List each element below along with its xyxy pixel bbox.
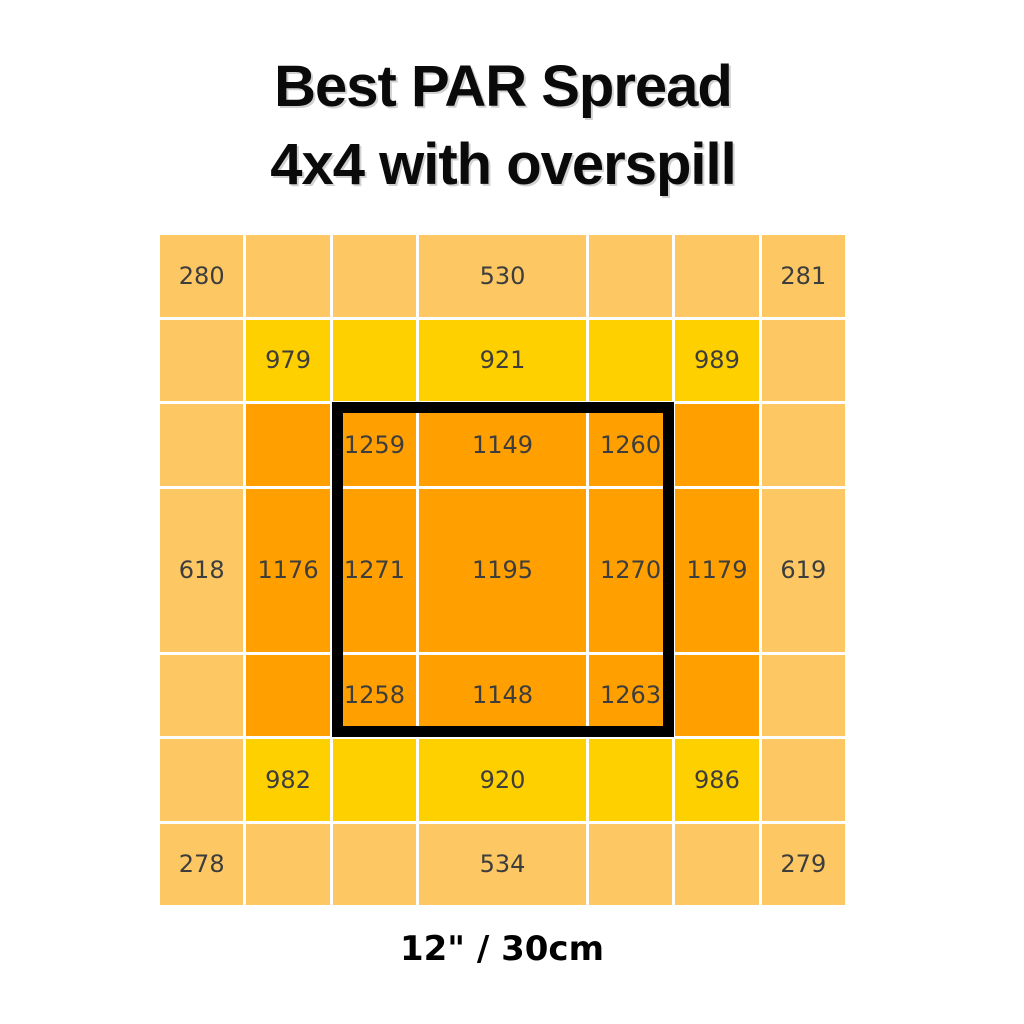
par-cell: 534 bbox=[419, 823, 586, 905]
par-cell bbox=[246, 404, 330, 486]
par-cell bbox=[588, 739, 673, 821]
par-cell bbox=[160, 739, 244, 821]
par-cell: 979 bbox=[246, 319, 330, 401]
par-cell: 1263 bbox=[588, 654, 673, 736]
par-cell bbox=[332, 823, 417, 905]
par-cell bbox=[761, 319, 845, 401]
par-cell: 921 bbox=[419, 319, 586, 401]
par-cell: 982 bbox=[246, 739, 330, 821]
par-cell: 619 bbox=[761, 488, 845, 652]
par-cell bbox=[675, 823, 759, 905]
par-cell: 920 bbox=[419, 739, 586, 821]
par-cell bbox=[588, 235, 673, 317]
par-cell: 1176 bbox=[246, 488, 330, 652]
par-cell bbox=[332, 319, 417, 401]
par-cell bbox=[246, 235, 330, 317]
par-cell: 281 bbox=[761, 235, 845, 317]
page-title: Best PAR Spread 4x4 with overspill bbox=[0, 48, 1015, 204]
par-cell bbox=[675, 235, 759, 317]
distance-label: 12" / 30cm bbox=[399, 929, 605, 969]
par-cell: 986 bbox=[675, 739, 759, 821]
par-cell: 1148 bbox=[419, 654, 586, 736]
par-cell: 618 bbox=[160, 488, 244, 652]
par-cell: 1260 bbox=[588, 404, 673, 486]
par-cell: 530 bbox=[419, 235, 586, 317]
par-cell bbox=[761, 654, 845, 736]
par-cell bbox=[761, 404, 845, 486]
par-cell: 1258 bbox=[332, 654, 417, 736]
par-cell: 279 bbox=[761, 823, 845, 905]
par-cell: 1149 bbox=[419, 404, 586, 486]
par-cell bbox=[332, 739, 417, 821]
par-cell bbox=[332, 235, 417, 317]
par-cell bbox=[761, 739, 845, 821]
par-cell bbox=[588, 319, 673, 401]
par-cell bbox=[675, 654, 759, 736]
par-cell bbox=[246, 654, 330, 736]
par-cell bbox=[160, 319, 244, 401]
par-heatmap-grid: 280 530 281 979 921 989 1259 1149 1260 6… bbox=[160, 235, 845, 905]
par-cell: 280 bbox=[160, 235, 244, 317]
par-cell: 1195 bbox=[419, 488, 586, 652]
page-title-line2: 4x4 with overspill bbox=[270, 132, 737, 197]
par-cell: 1270 bbox=[588, 488, 673, 652]
par-cell: 1259 bbox=[332, 404, 417, 486]
par-cell: 278 bbox=[160, 823, 244, 905]
par-cell bbox=[588, 823, 673, 905]
par-cell: 989 bbox=[675, 319, 759, 401]
par-cell bbox=[246, 823, 330, 905]
par-cell: 1271 bbox=[332, 488, 417, 652]
par-cell bbox=[160, 404, 244, 486]
page-title-line1: Best PAR Spread bbox=[274, 54, 733, 119]
par-cell: 1179 bbox=[675, 488, 759, 652]
par-cell bbox=[160, 654, 244, 736]
par-cell bbox=[675, 404, 759, 486]
